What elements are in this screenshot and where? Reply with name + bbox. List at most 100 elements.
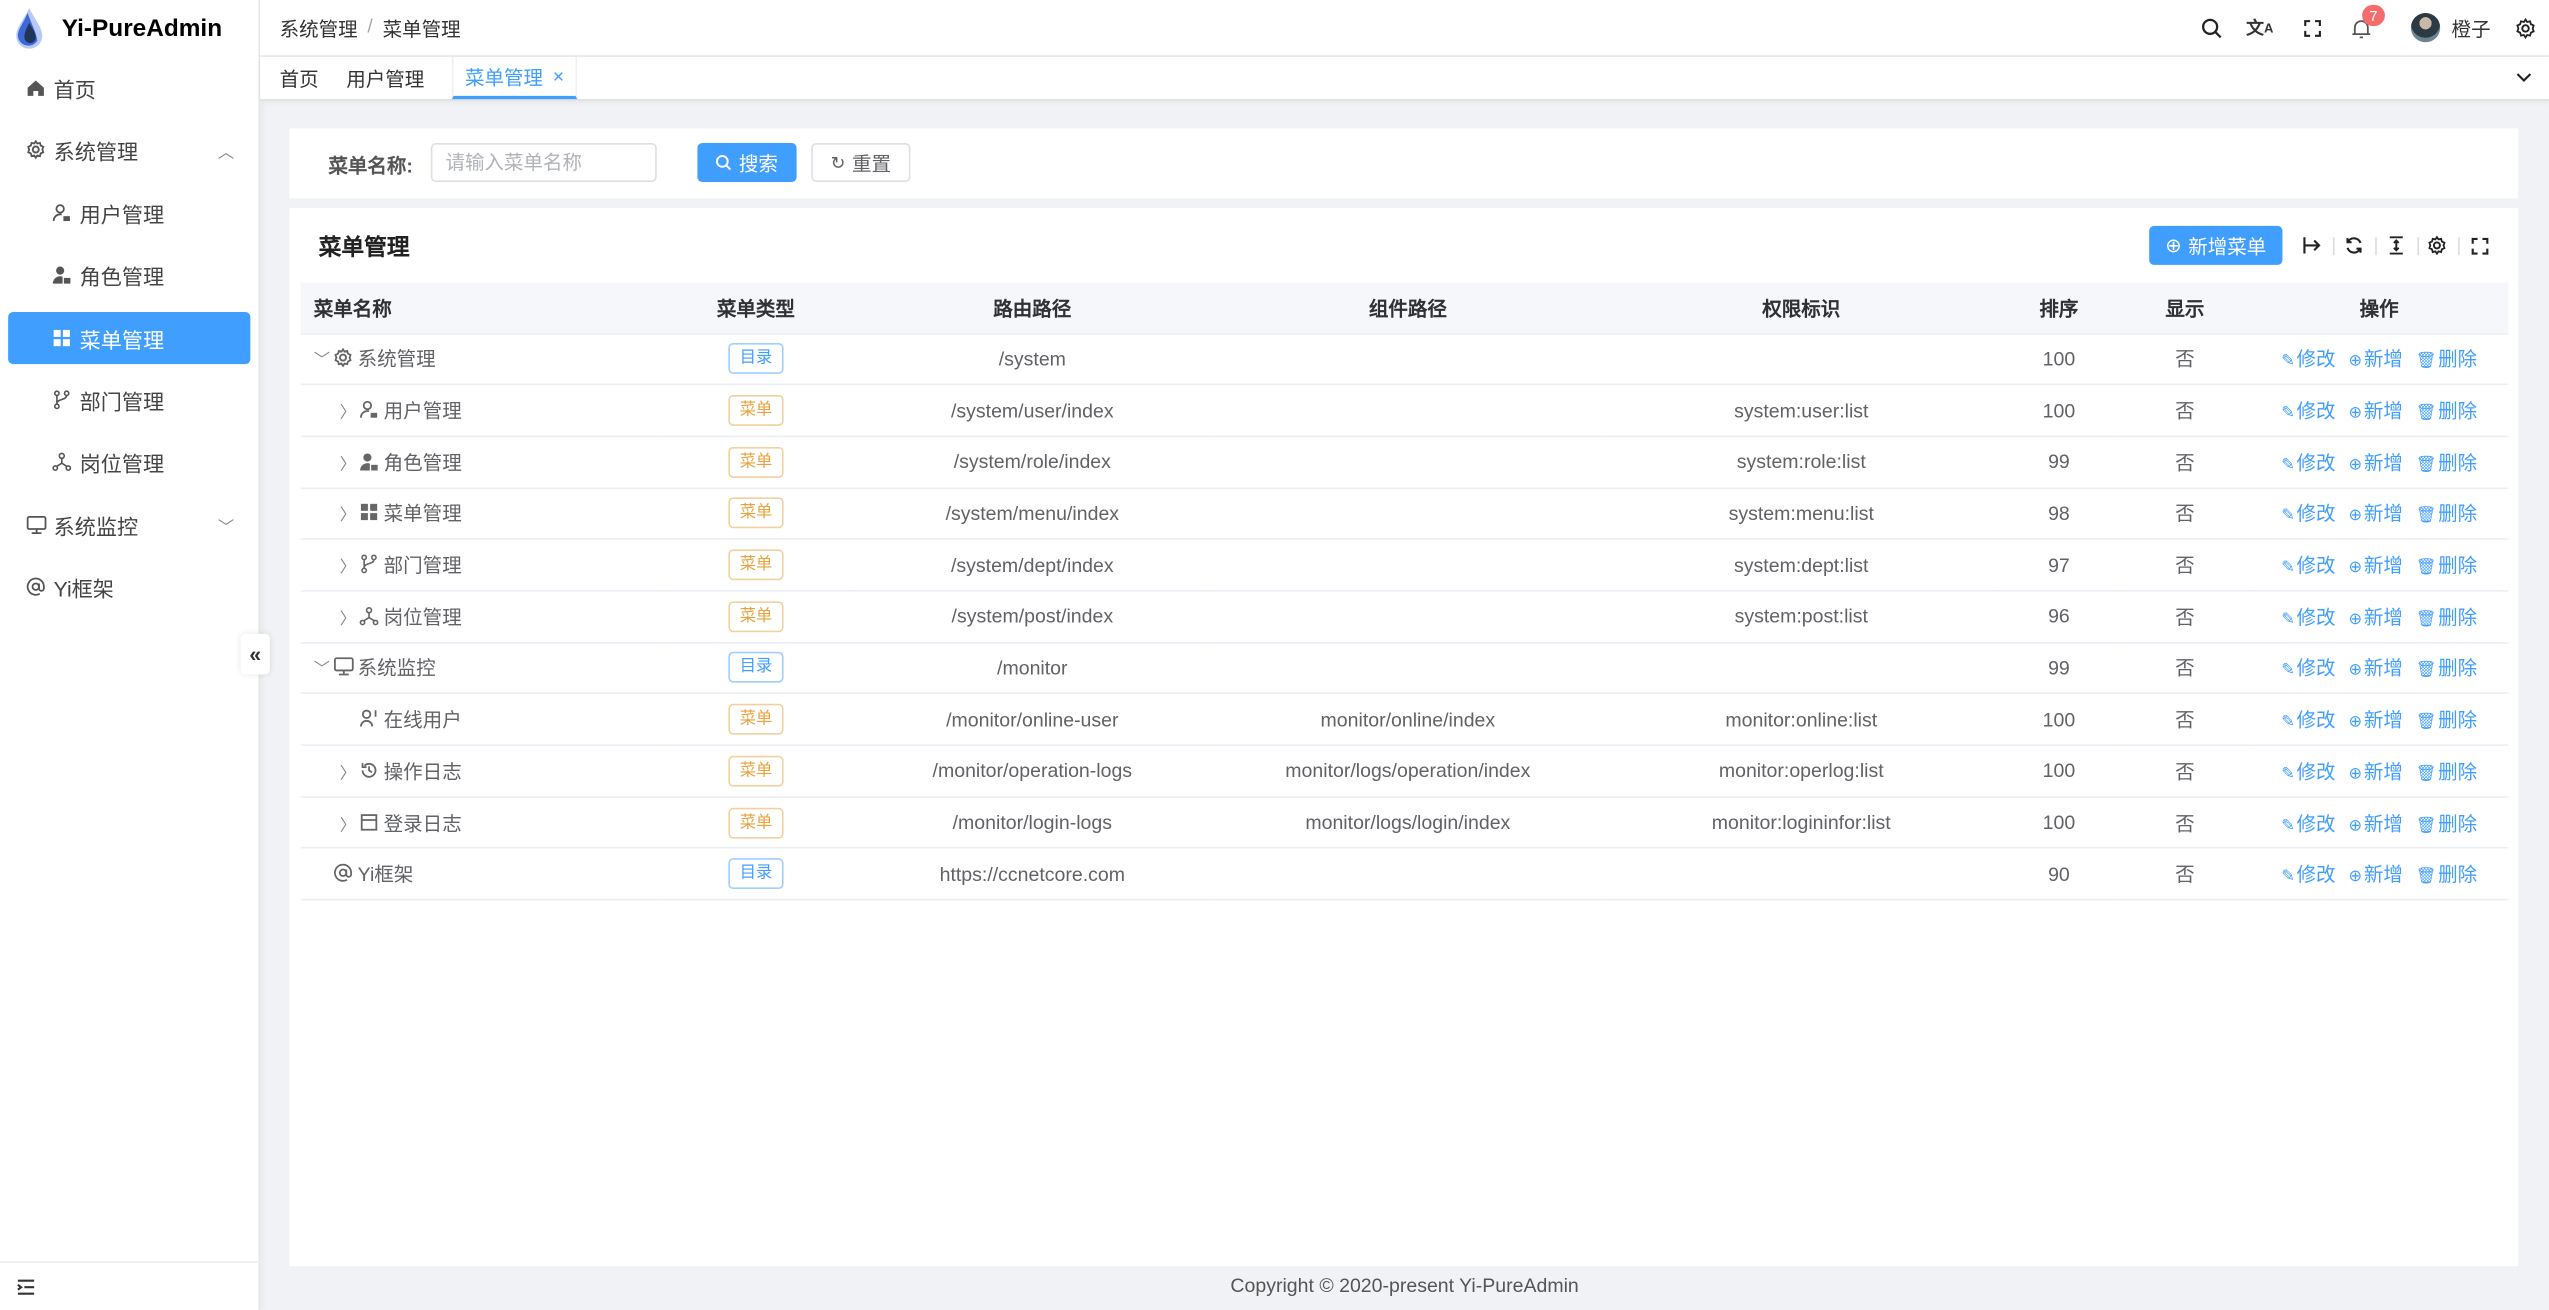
close-icon[interactable]: × [552, 65, 565, 88]
type-tag: 菜单 [728, 446, 784, 478]
tab-menu-management[interactable]: 菜单管理 × [451, 56, 578, 100]
add-menu-button[interactable]: ⊕ 新增菜单 [2149, 225, 2283, 265]
cell-component: monitor/logs/login/index [1211, 796, 1605, 850]
sidebar-item[interactable]: 系统管理 ︿ [8, 124, 250, 176]
monitor-icon [24, 514, 47, 537]
sidebar-item[interactable]: Yi框架 [8, 561, 250, 613]
column-header: 路由路径 [853, 282, 1212, 334]
delete-button[interactable]: 🗑︎ 删除 [2416, 451, 2477, 474]
collapse-sidebar-button[interactable]: « [240, 633, 270, 675]
add-child-button[interactable]: ⊕ 新增 [2349, 657, 2403, 680]
edit-button[interactable]: ✎ 修改 [2281, 554, 2335, 577]
divider [2417, 237, 2420, 256]
chevron-right-icon[interactable]: 〉 [339, 610, 357, 629]
search-button[interactable]: 搜索 [697, 143, 797, 183]
delete-button[interactable]: 🗑︎ 删除 [2416, 657, 2477, 680]
fullscreen-icon[interactable] [2299, 15, 2325, 41]
add-child-button[interactable]: ⊕ 新增 [2349, 760, 2403, 783]
chevron-down-icon[interactable] [2515, 68, 2533, 86]
add-child-button[interactable]: ⊕ 新增 [2349, 348, 2403, 371]
chevron-down-icon[interactable]: ﹀ [313, 353, 331, 372]
add-child-button[interactable]: ⊕ 新增 [2349, 709, 2403, 732]
refresh-icon[interactable] [2343, 234, 2366, 257]
chevron-right-icon[interactable]: 〉 [339, 816, 357, 835]
column-settings-icon[interactable] [2426, 234, 2449, 257]
settings-gear-icon[interactable] [2512, 15, 2538, 41]
reset-button[interactable]: ↻ 重置 [811, 143, 911, 183]
menu-name: 用户管理 [383, 399, 462, 423]
divider [2458, 237, 2460, 256]
add-child-button[interactable]: ⊕ 新增 [2349, 400, 2403, 423]
cell-permission: system:menu:list [1604, 487, 1998, 540]
chevron-right-icon[interactable]: 〉 [339, 765, 357, 784]
cell-actions: ✎ 修改 ⊕ 新增 🗑︎ 删除 [2249, 693, 2509, 747]
cell-route: /monitor/login-logs [853, 796, 1212, 850]
avatar[interactable] [2410, 13, 2441, 43]
edit-button[interactable]: ✎ 修改 [2281, 606, 2335, 629]
edit-button[interactable]: ✎ 修改 [2281, 863, 2335, 886]
sidebar-item[interactable]: 用户管理 [8, 187, 250, 239]
type-tag: 目录 [728, 858, 784, 890]
username[interactable]: 橙子 [2451, 17, 2491, 41]
bell-icon[interactable] [2348, 15, 2374, 41]
sidebar-item[interactable]: 角色管理 [8, 249, 250, 301]
add-child-button[interactable]: ⊕ 新增 [2349, 812, 2403, 835]
edit-button[interactable]: ✎ 修改 [2281, 812, 2335, 835]
delete-button[interactable]: 🗑︎ 删除 [2416, 400, 2477, 423]
delete-button[interactable]: 🗑︎ 删除 [2416, 709, 2477, 732]
edit-button[interactable]: ✎ 修改 [2281, 503, 2335, 526]
chevron-right-icon[interactable]: 〉 [339, 404, 357, 423]
edit-button[interactable]: ✎ 修改 [2281, 348, 2335, 371]
cell-show: 否 [2119, 487, 2250, 540]
chevron-right-icon[interactable]: 〉 [339, 559, 357, 578]
sidebar-item[interactable]: 部门管理 [8, 374, 250, 426]
chevron-right-icon[interactable]: 〉 [339, 507, 357, 526]
cell-type: 菜单 [658, 693, 854, 747]
edit-icon: ✎ [2281, 662, 2295, 681]
add-child-button[interactable]: ⊕ 新增 [2349, 554, 2403, 577]
cell-actions: ✎ 修改 ⊕ 新增 🗑︎ 删除 [2249, 487, 2509, 540]
tab-user-management[interactable]: 用户管理 [346, 57, 424, 99]
edit-button[interactable]: ✎ 修改 [2281, 760, 2335, 783]
delete-button[interactable]: 🗑︎ 删除 [2416, 503, 2477, 526]
branch-icon [359, 554, 380, 574]
add-child-button[interactable]: ⊕ 新增 [2349, 451, 2403, 474]
chevron-down-icon[interactable]: ﹀ [313, 662, 331, 681]
cell-route: /system/menu/index [853, 487, 1212, 540]
add-child-button[interactable]: ⊕ 新增 [2349, 863, 2403, 886]
edit-label: 修改 [2296, 554, 2336, 578]
sidebar-item[interactable]: 菜单管理 [8, 312, 251, 365]
toggle-sidebar-icon[interactable] [16, 1277, 36, 1297]
fullscreen-icon[interactable] [2468, 234, 2491, 257]
menu-name-input[interactable] [430, 143, 657, 183]
breadcrumb-item[interactable]: 系统管理 [279, 17, 358, 40]
delete-button[interactable]: 🗑︎ 删除 [2416, 863, 2477, 886]
expand-collapse-icon[interactable] [2300, 234, 2323, 257]
table-row: 〉 用户管理 菜单 /system/user/index system:user:… [300, 384, 2509, 437]
sidebar-item[interactable]: 首页 [8, 62, 250, 114]
add-child-button[interactable]: ⊕ 新增 [2349, 606, 2403, 629]
sidebar-item[interactable]: 系统监控 ﹀ [8, 499, 250, 551]
search-icon[interactable] [2198, 15, 2224, 41]
edit-button[interactable]: ✎ 修改 [2281, 451, 2335, 474]
app-title: Yi-PureAdmin [61, 13, 223, 42]
edit-button[interactable]: ✎ 修改 [2281, 709, 2335, 732]
edit-button[interactable]: ✎ 修改 [2281, 400, 2335, 423]
add-child-button[interactable]: ⊕ 新增 [2349, 503, 2403, 526]
tab-home[interactable]: 首页 [280, 57, 319, 99]
chevron-right-icon[interactable]: 〉 [339, 456, 357, 475]
cell-name: 〉 角色管理 [300, 436, 659, 489]
edit-button[interactable]: ✎ 修改 [2281, 657, 2335, 680]
cell-sort: 97 [1997, 539, 2120, 592]
density-icon[interactable] [2385, 234, 2408, 257]
sidebar-item[interactable]: 岗位管理 [8, 436, 250, 488]
delete-button[interactable]: 🗑︎ 删除 [2416, 760, 2477, 783]
delete-button[interactable]: 🗑︎ 删除 [2416, 606, 2477, 629]
cell-actions: ✎ 修改 ⊕ 新增 🗑︎ 删除 [2249, 590, 2509, 644]
logo[interactable]: Yi-PureAdmin [13, 7, 222, 49]
delete-button[interactable]: 🗑︎ 删除 [2416, 812, 2477, 835]
delete-button[interactable]: 🗑︎ 删除 [2416, 554, 2477, 577]
delete-button[interactable]: 🗑︎ 删除 [2416, 348, 2477, 371]
cell-sort: 99 [1997, 436, 2120, 489]
